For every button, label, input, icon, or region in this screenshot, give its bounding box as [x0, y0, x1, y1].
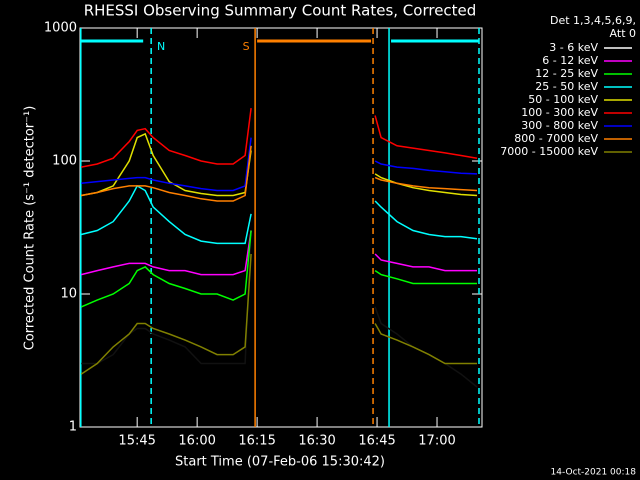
y-tick-label: 100 [52, 154, 77, 169]
chart-title: RHESSI Observing Summary Count Rates, Co… [84, 2, 477, 20]
series-line [81, 132, 478, 197]
y-tick-label: 10 [60, 287, 77, 302]
annotation: S [243, 40, 250, 53]
legend-label: 300 - 800 keV [521, 119, 598, 132]
x-tick-label: 17:00 [418, 434, 455, 449]
legend-label: 100 - 300 keV [521, 106, 598, 119]
series-line [81, 145, 478, 202]
footer: 14-Oct-2021 00:18 [551, 468, 637, 478]
series-line [81, 230, 477, 276]
series-line [81, 184, 478, 245]
legend-label: 6 - 12 keV [542, 54, 598, 67]
series-line [81, 137, 478, 192]
series-line [80, 253, 477, 375]
legend-label: 7000 - 15000 keV [500, 145, 598, 158]
x-tick-label: 16:45 [358, 434, 395, 449]
y-tick-label: 1 [69, 420, 77, 435]
y-axis-label: Corrected Count Rate (s⁻¹ detector⁻¹) [23, 106, 38, 351]
legend-label: 800 - 7000 keV [514, 132, 598, 145]
x-tick-label: 16:00 [178, 434, 215, 449]
legend-label: 3 - 6 keV [549, 41, 598, 54]
legend-label: 25 - 50 keV [535, 80, 598, 93]
series-line [81, 108, 478, 168]
annotation: N [157, 40, 165, 53]
legend-label: 12 - 25 keV [535, 67, 598, 80]
x-axis-label: Start Time (07-Feb-06 15:30:42) [175, 455, 385, 470]
x-tick-label: 16:30 [298, 434, 335, 449]
legend-title: Det 1,3,4,5,6,9, [550, 14, 636, 27]
legend-label: 50 - 100 keV [528, 93, 598, 106]
y-tick-label: 1000 [44, 21, 77, 36]
plot-frame [79, 27, 483, 428]
legend-title: Att 0 [610, 27, 636, 40]
x-tick-label: 16:15 [238, 434, 275, 449]
x-tick-label: 15:45 [118, 434, 155, 449]
series-line [81, 230, 478, 388]
series-line [80, 230, 477, 308]
